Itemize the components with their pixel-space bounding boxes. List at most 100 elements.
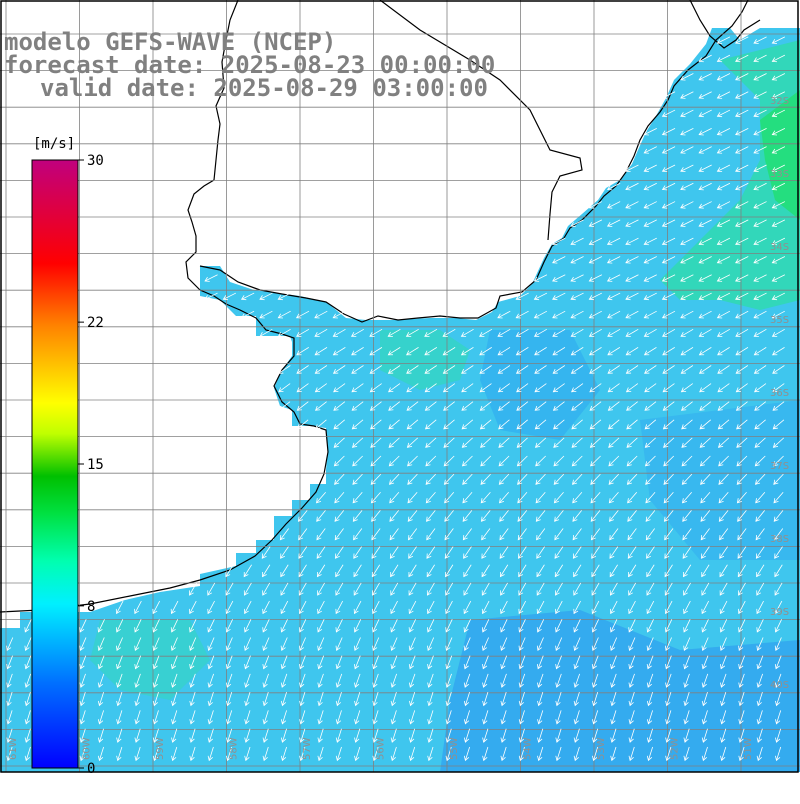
wind-arrow xyxy=(771,219,786,227)
wind-arrow xyxy=(425,437,437,448)
wind-arrow xyxy=(606,237,621,246)
wind-arrow xyxy=(662,401,675,411)
wind-arrow xyxy=(735,109,749,118)
wind-arrow xyxy=(753,237,767,246)
wind-arrow xyxy=(646,728,653,743)
wind-arrow xyxy=(533,274,548,282)
wind-arrow xyxy=(589,437,602,448)
wind-arrow xyxy=(555,692,562,707)
wind-arrow xyxy=(588,256,603,264)
wind-arrow xyxy=(701,619,709,633)
wind-arrow xyxy=(609,510,619,522)
wind-arrow xyxy=(753,310,767,319)
wind-arrow xyxy=(295,310,310,319)
longitude-label: 59W xyxy=(155,737,166,760)
wind-arrow xyxy=(207,655,215,670)
ocean-blue-south xyxy=(440,610,800,772)
wind-arrow xyxy=(717,383,730,393)
wind-arrow xyxy=(424,328,438,337)
wind-arrow xyxy=(701,564,710,578)
wind-arrow xyxy=(680,201,694,209)
wind-arrow xyxy=(643,347,657,356)
wind-arrow xyxy=(535,491,546,504)
wind-arrow xyxy=(628,637,636,652)
wind-arrow xyxy=(773,510,784,522)
wind-arrow xyxy=(754,437,766,448)
wind-arrow xyxy=(771,109,786,118)
wind-arrow xyxy=(555,637,563,652)
wind-arrow xyxy=(518,637,526,652)
wind-arrow xyxy=(716,164,731,172)
wind-arrow xyxy=(500,728,507,743)
wind-arrow xyxy=(720,673,727,688)
wind-arrow xyxy=(680,383,693,393)
wind-arrow xyxy=(262,600,270,615)
wind-arrow xyxy=(662,365,675,374)
wind-arrow xyxy=(427,710,434,725)
wind-arrow xyxy=(244,655,251,670)
wind-arrow xyxy=(607,328,621,337)
wind-arrow xyxy=(116,728,123,743)
wind-arrow xyxy=(643,146,657,154)
wind-arrow xyxy=(754,473,766,485)
wind-arrow xyxy=(170,619,179,633)
wind-arrow xyxy=(314,401,327,411)
wind-arrow xyxy=(371,546,381,559)
longitude-label: 53W xyxy=(596,737,607,760)
wind-arrow xyxy=(314,365,328,374)
wind-arrow xyxy=(717,437,730,448)
wind-arrow xyxy=(463,582,472,596)
wind-arrow xyxy=(280,655,288,670)
wind-arrow xyxy=(244,692,251,707)
wind-arrow xyxy=(427,673,434,688)
wind-arrow xyxy=(772,419,785,430)
wind-arrow xyxy=(518,564,527,578)
wind-arrow xyxy=(680,219,694,227)
wind-arrow xyxy=(24,655,32,670)
wind-arrow xyxy=(463,673,471,688)
wind-arrow xyxy=(462,510,473,522)
wind-arrow xyxy=(482,673,489,688)
wind-arrow xyxy=(407,528,418,541)
wind-arrow xyxy=(716,256,731,264)
wind-arrow xyxy=(445,746,452,762)
wind-arrow xyxy=(497,383,510,393)
wind-arrow xyxy=(661,219,676,227)
wind-arrow xyxy=(610,619,618,633)
wind-arrow xyxy=(409,746,416,762)
wind-arrow xyxy=(698,54,712,63)
wind-arrow xyxy=(314,328,328,337)
wind-arrow xyxy=(314,310,328,319)
wind-arrow xyxy=(662,328,676,337)
wind-arrow xyxy=(716,310,731,319)
wind-arrow xyxy=(207,600,215,615)
wind-arrow xyxy=(591,655,599,670)
wind-arrow xyxy=(97,728,104,743)
wind-arrow xyxy=(225,655,233,670)
wind-arrow xyxy=(515,328,529,337)
wind-arrow xyxy=(720,692,727,707)
wind-arrow xyxy=(280,564,289,578)
wind-arrow xyxy=(243,582,252,596)
wind-arrow xyxy=(610,673,617,688)
wind-arrow xyxy=(189,637,197,652)
wind-arrow xyxy=(240,292,255,301)
wind-arrow xyxy=(753,36,767,44)
wind-arrow xyxy=(698,256,712,264)
wind-arrow xyxy=(536,637,544,652)
wind-arrow xyxy=(426,546,436,559)
wind-arrow xyxy=(204,274,218,282)
wind-arrow xyxy=(552,292,566,301)
wind-arrow xyxy=(716,73,731,81)
wind-arrow xyxy=(134,746,141,762)
wind-arrow xyxy=(661,128,676,136)
wind-arrow xyxy=(482,710,489,725)
wind-arrow xyxy=(79,728,86,743)
wind-arrow xyxy=(499,510,509,522)
wind-arrow xyxy=(387,365,401,374)
wind-arrow xyxy=(298,528,308,541)
wind-arrow xyxy=(610,655,617,670)
wind-arrow xyxy=(443,473,455,485)
wind-arrow xyxy=(189,692,196,707)
wind-arrow xyxy=(335,746,342,762)
